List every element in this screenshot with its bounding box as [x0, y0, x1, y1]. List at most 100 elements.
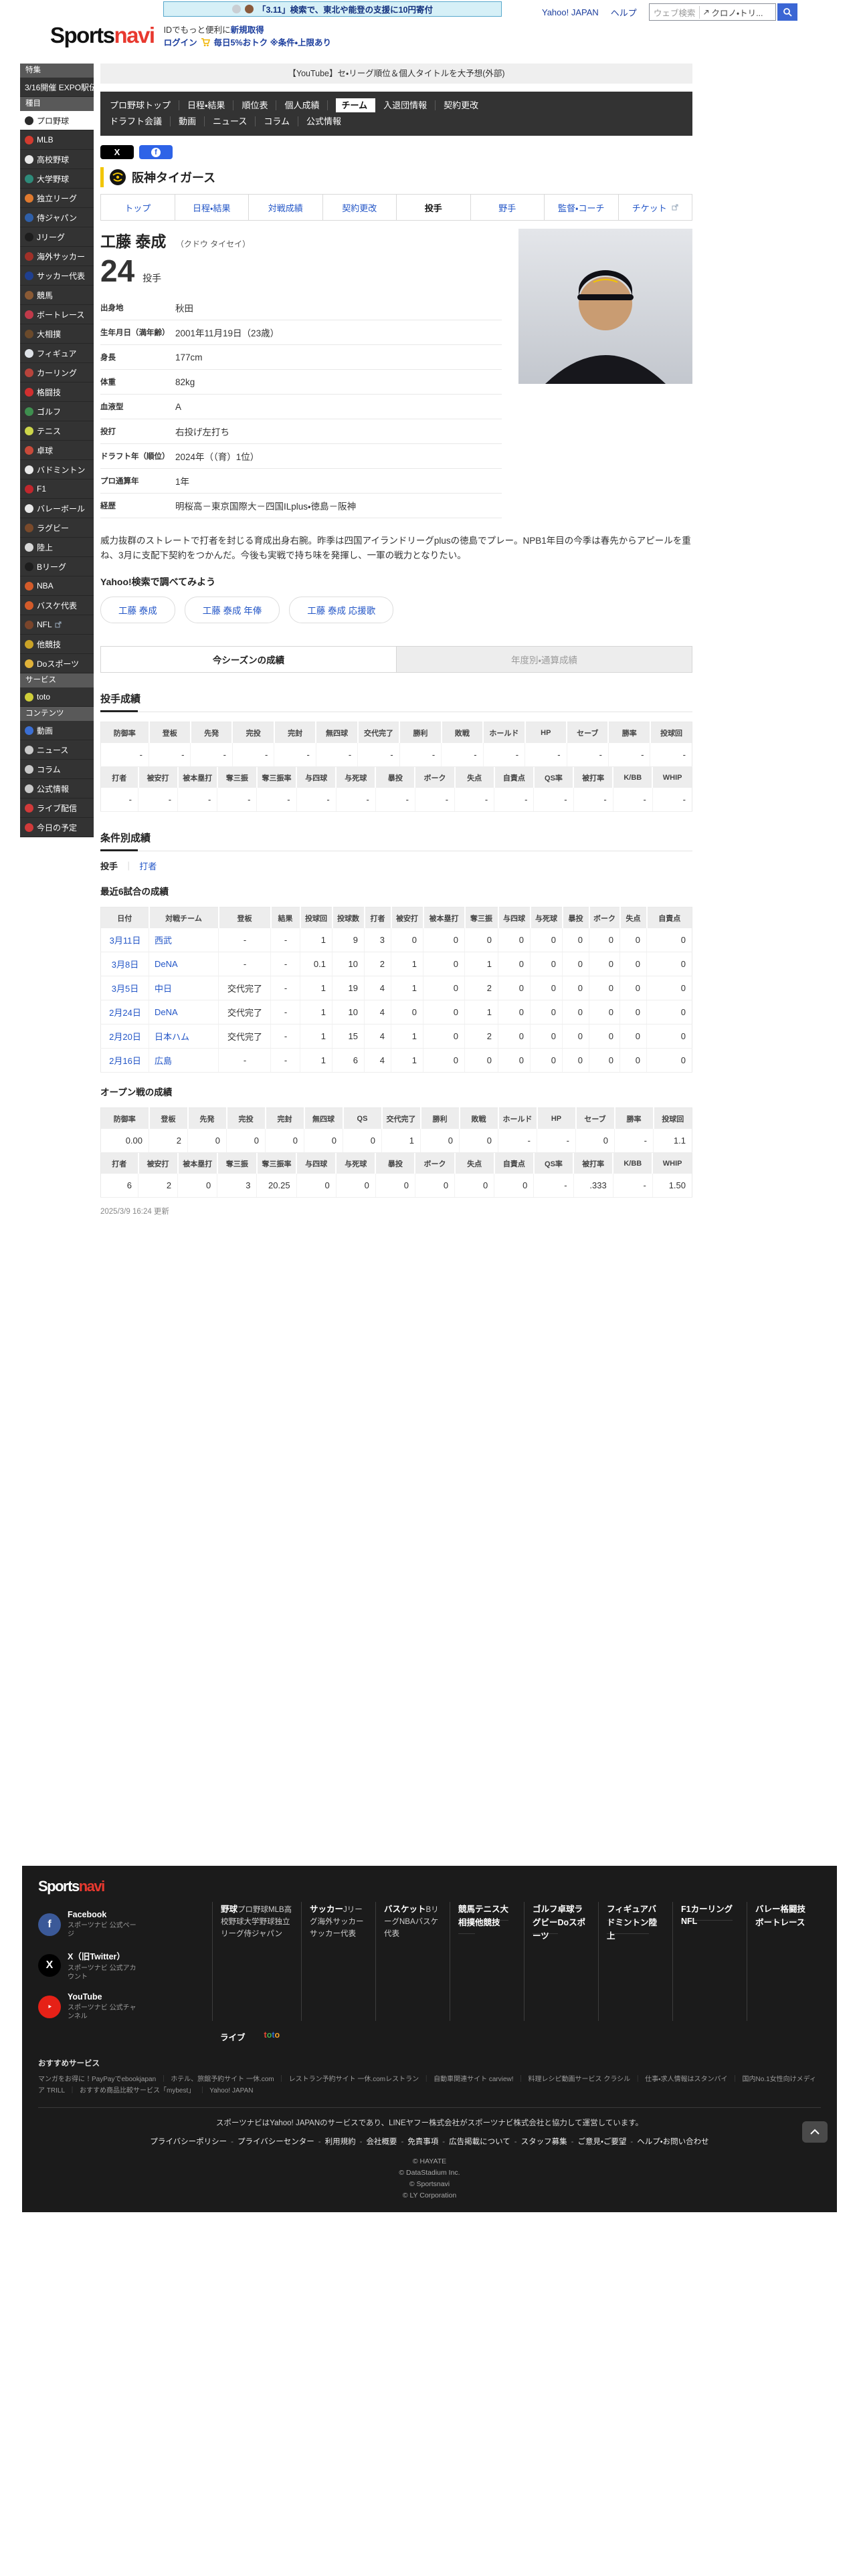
sidebar-item-koshiki-joho[interactable]: 公式情報	[20, 779, 94, 798]
footer-sport-link[interactable]: MLB	[268, 1906, 284, 1914]
search-pill-1[interactable]: 工藤 泰成	[100, 597, 175, 623]
opponent-team-cell[interactable]: DeNA	[149, 952, 219, 976]
team-tab-4[interactable]: 契約更改	[323, 195, 397, 220]
team-tab-7[interactable]: 監督・コーチ	[545, 195, 619, 220]
footer-sport-link[interactable]: カーリング	[690, 1899, 733, 1921]
condition-batter-tab[interactable]: 打者	[139, 861, 157, 871]
sidebar-item-nfl[interactable]: NFL	[20, 615, 94, 635]
footer-category-link[interactable]: 野球	[221, 1905, 238, 1914]
footer-sport-link[interactable]: 競馬	[458, 1899, 476, 1921]
footer-social-youtube[interactable]: YouTube スポーツナビ 公式チャンネル	[38, 1992, 212, 2021]
sidebar-item-ozumo[interactable]: 大相撲	[20, 324, 94, 344]
sidebar-item-j-league[interactable]: Jリーグ	[20, 227, 94, 247]
footer-sport-link[interactable]: プロ野球	[237, 1906, 269, 1914]
footer-sport-link[interactable]: F1	[681, 1899, 691, 1921]
footer-policy-link[interactable]: プライバシーポリシー	[150, 2138, 227, 2146]
reco-service-link[interactable]: 仕事・求人情報はスタンバイ	[645, 2076, 728, 2083]
search-pill-3[interactable]: 工藤 泰成 応援歌	[289, 597, 394, 623]
reco-service-link[interactable]: 料理レシピ動画サービス クラシル	[528, 2076, 631, 2083]
footer-extra-link-live[interactable]: ライブ	[220, 2033, 246, 2042]
sidebar-item-news[interactable]: ニュース	[20, 740, 94, 760]
footer-sport-link[interactable]: 侍ジャパン	[244, 1930, 283, 1938]
footer-sport-link[interactable]: ゴルフ	[533, 1899, 558, 1921]
nav-item-r1-6[interactable]: 入退団情報	[383, 100, 436, 110]
footer-sport-link[interactable]: テニス	[475, 1899, 500, 1921]
login-link[interactable]: ログイン	[163, 38, 197, 47]
sidebar-item-daigaku-yakyu[interactable]: 大学野球	[20, 169, 94, 189]
sidebar-item-volleyball[interactable]: バレーボール	[20, 499, 94, 518]
nav-item-r2-3[interactable]: ニュース	[213, 116, 256, 126]
footer-policy-link[interactable]: プライバシーセンター	[237, 2138, 314, 2146]
sidebar-item-golf[interactable]: ゴルフ	[20, 402, 94, 421]
game-date-cell[interactable]: 2月20日	[100, 1024, 149, 1049]
promo-link[interactable]: 毎日5%おトク ※条件・上限あり	[213, 38, 331, 47]
footer-sport-link[interactable]: バドミントン	[607, 1899, 657, 1934]
opponent-team-cell[interactable]: 日本ハム	[149, 1024, 219, 1049]
opponent-team-cell[interactable]: 中日	[149, 976, 219, 1000]
sidebar-item-takyogi[interactable]: 他競技	[20, 635, 94, 654]
top-promo-banner[interactable]: 「3.11」検索で、東北や能登の支援に10円寄付	[163, 1, 502, 17]
team-tab-6[interactable]: 野手	[471, 195, 545, 220]
footer-sport-link[interactable]: 他競技	[475, 1918, 500, 1927]
footer-sport-link[interactable]: 大学野球	[244, 1918, 275, 1926]
sidebar-item-toto[interactable]: toto	[20, 687, 94, 707]
footer-social-facebook[interactable]: f Facebook スポーツナビ 公式ページ	[38, 1910, 212, 1939]
nav-item-r1-5[interactable]: チーム	[336, 98, 376, 112]
nav-item-r1-2[interactable]: 日程・結果	[187, 100, 234, 110]
sidebar-item-column[interactable]: コラム	[20, 760, 94, 779]
search-button[interactable]	[777, 3, 797, 21]
sidebar-item-live-haishin[interactable]: ライブ配信	[20, 798, 94, 818]
footer-toto-logo[interactable]: toto	[264, 2030, 280, 2040]
footer-policy-link[interactable]: ご意見・ご要望	[577, 2138, 627, 2146]
sidebar-item-samurai-japan[interactable]: 侍ジャパン	[20, 208, 94, 227]
sidebar-item-douga[interactable]: 動画	[20, 721, 94, 740]
condition-pitcher-tab[interactable]: 投手	[100, 861, 118, 871]
footer-sport-link[interactable]: フィギュア	[607, 1899, 648, 1921]
game-date-cell[interactable]: 2月24日	[100, 1000, 149, 1025]
sportsnavi-logo[interactable]: Sportsnavi	[50, 23, 155, 48]
footer-sport-link[interactable]: NFL	[681, 1917, 698, 1926]
search-pill-2[interactable]: 工藤 泰成 年俸	[184, 597, 280, 623]
footer-sport-link[interactable]: Jリーグ	[310, 1906, 363, 1926]
footer-sport-link[interactable]: 卓球	[557, 1899, 575, 1921]
nav-item-r2-1[interactable]: ドラフト会議	[110, 116, 171, 126]
reco-service-link[interactable]: おすすめ商品比較サービス「mybest」	[80, 2087, 195, 2095]
team-tab-8[interactable]: チケット	[619, 195, 692, 220]
footer-policy-link[interactable]: スタッフ募集	[520, 2138, 567, 2146]
share-x-button[interactable]: X	[100, 145, 134, 159]
footer-social-x[interactable]: X X（旧Twitter） スポーツナビ 公式アカウント	[38, 1949, 212, 1981]
reco-service-link[interactable]: ホテル、旅館予約サイト 一休.com	[171, 2076, 274, 2083]
sidebar-item-kakutogi[interactable]: 格闘技	[20, 383, 94, 402]
game-date-cell[interactable]: 3月8日	[100, 952, 149, 976]
sidebar-item-basket-daihyo[interactable]: バスケ代表	[20, 596, 94, 615]
footer-sport-link[interactable]: Bリーグ	[384, 1906, 439, 1926]
sidebar-item-curling[interactable]: カーリング	[20, 363, 94, 383]
team-tab-1[interactable]: トップ	[101, 195, 175, 220]
sidebar-item-tennis[interactable]: テニス	[20, 421, 94, 441]
sidebar-item-badminton[interactable]: バドミントン	[20, 460, 94, 479]
web-search-input[interactable]: ウェブ検索 クロノ・トリ...	[648, 3, 776, 21]
footer-sport-link[interactable]: ボートレース	[755, 1918, 805, 1927]
id-register-link[interactable]: 新規取得	[230, 25, 264, 35]
game-date-cell[interactable]: 3月11日	[100, 928, 149, 952]
footer-sport-link[interactable]: ラグビー	[533, 1899, 583, 1934]
sidebar-item-mlb[interactable]: MLB	[20, 130, 94, 150]
sidebar-item-takkyu[interactable]: 卓球	[20, 441, 94, 460]
footer-sport-link[interactable]: 陸上	[607, 1918, 658, 1941]
footer-sport-link[interactable]: 海外サッカー	[317, 1918, 364, 1926]
opponent-team-cell[interactable]: 広島	[149, 1048, 219, 1073]
nav-item-r1-7[interactable]: 契約更改	[444, 100, 479, 110]
sidebar-item-rugby[interactable]: ラグビー	[20, 518, 94, 538]
sidebar-item-nba[interactable]: NBA	[20, 576, 94, 596]
nav-item-r2-4[interactable]: コラム	[264, 116, 299, 126]
nav-item-r1-1[interactable]: プロ野球トップ	[110, 100, 180, 110]
opponent-team-cell[interactable]: 西武	[149, 928, 219, 952]
footer-policy-link[interactable]: ヘルプ・お問い合わせ	[637, 2138, 709, 2146]
tab-current-season[interactable]: 今シーズンの成績	[100, 646, 396, 673]
sidebar-item-dokuritsu-league[interactable]: 独立リーグ	[20, 189, 94, 208]
reco-service-link[interactable]: 自動車関連サイト carview!	[434, 2076, 514, 2083]
footer-policy-link[interactable]: 会社概要	[366, 2138, 397, 2146]
nav-item-r2-2[interactable]: 動画	[179, 116, 205, 126]
sidebar-item-figure-skating[interactable]: フィギュア	[20, 344, 94, 363]
game-date-cell[interactable]: 3月5日	[100, 976, 149, 1000]
